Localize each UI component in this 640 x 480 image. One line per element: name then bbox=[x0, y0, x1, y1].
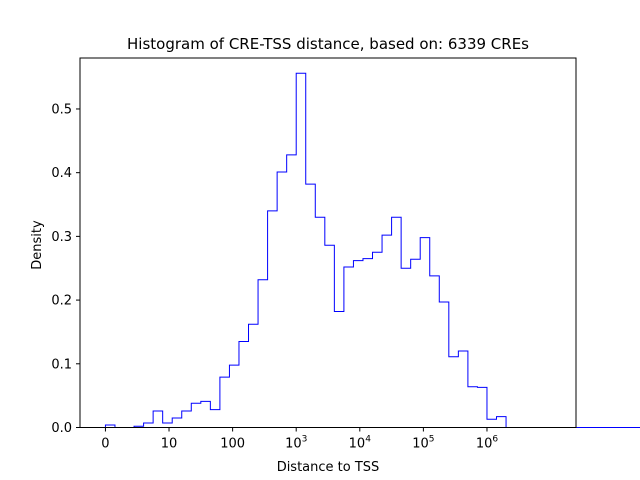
y-tick-label: 0.1 bbox=[51, 357, 72, 372]
x-tick-label: 0 bbox=[101, 437, 109, 452]
x-tick-label: 106 bbox=[476, 435, 499, 452]
x-axis-title: Distance to TSS bbox=[277, 460, 380, 475]
x-tick-label: 104 bbox=[349, 435, 372, 452]
y-tick-label: 0.4 bbox=[51, 166, 72, 181]
y-axis-title: Density bbox=[30, 220, 45, 270]
histogram-step-line bbox=[104, 72, 640, 428]
y-tick-label: 0.2 bbox=[51, 294, 72, 309]
x-tick-label: 10 bbox=[161, 437, 178, 452]
x-tick-label: 105 bbox=[412, 435, 434, 452]
x-tick-label: 100 bbox=[220, 437, 245, 452]
y-tick-label: 0.5 bbox=[51, 102, 72, 117]
y-tick-label: 0.0 bbox=[51, 421, 72, 436]
y-tick-label: 0.3 bbox=[51, 230, 72, 245]
x-tick-label: 103 bbox=[285, 435, 307, 452]
chart-title: Histogram of CRE-TSS distance, based on:… bbox=[127, 35, 529, 53]
plot-frame bbox=[79, 57, 577, 428]
